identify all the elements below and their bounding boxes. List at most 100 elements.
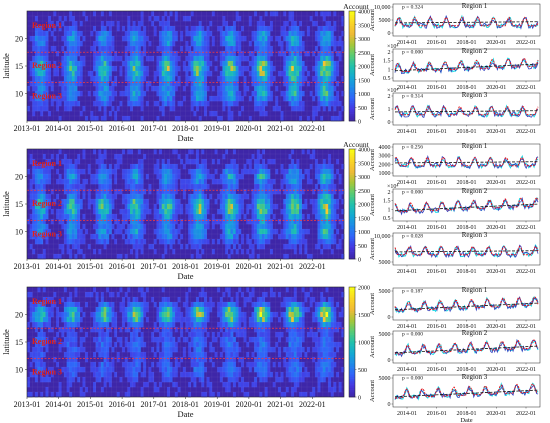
- heatmap-cell: [188, 342, 192, 348]
- heatmap-cell: [338, 179, 342, 185]
- heatmap-cell: [288, 164, 292, 170]
- heatmap-cell: [288, 214, 292, 220]
- heatmap-cell: [322, 194, 326, 200]
- heatmap-cell: [167, 86, 170, 92]
- heatmap-cell: [219, 41, 223, 47]
- heatmap-cell: [98, 312, 102, 318]
- heatmap-cell: [299, 332, 302, 338]
- colorbar-swatch: [349, 215, 355, 218]
- heatmap-cell: [230, 66, 234, 72]
- heatmap-cell: [106, 41, 110, 47]
- heatmap-cell: [114, 214, 118, 220]
- heatmap-cell: [61, 332, 65, 338]
- heatmap-cell: [206, 377, 210, 383]
- heatmap-cell: [196, 71, 199, 77]
- heatmap-cell: [34, 41, 38, 47]
- heatmap-cell: [71, 66, 75, 72]
- heatmap-cell: [325, 31, 329, 37]
- heatmap-cell: [188, 372, 192, 378]
- heatmap-cell: [69, 372, 73, 378]
- heatmap-cell: [299, 21, 302, 27]
- heatmap-cell: [135, 36, 139, 42]
- heatmap-cell: [169, 377, 173, 383]
- heatmap-cell: [209, 347, 213, 353]
- heatmap-cell: [291, 174, 295, 180]
- heatmap-cell: [66, 387, 70, 393]
- heatmap-cell: [341, 367, 345, 373]
- heatmap-cell: [180, 204, 184, 210]
- heatmap-cell: [330, 36, 334, 42]
- heatmap-cell: [161, 332, 165, 338]
- heatmap-cell: [217, 96, 221, 102]
- heatmap-cell: [127, 116, 131, 122]
- heatmap-cell: [201, 249, 205, 255]
- heatmap-cell: [307, 149, 310, 155]
- heatmap-cell: [34, 66, 38, 72]
- heatmap-cell: [270, 194, 273, 200]
- heatmap-cell: [203, 56, 207, 62]
- heatmap-cell: [34, 56, 38, 62]
- heatmap-cell: [296, 312, 300, 318]
- heatmap-cell: [336, 327, 339, 333]
- heatmap-cell: [103, 382, 107, 388]
- heatmap-cell: [291, 229, 295, 235]
- heatmap-cell: [132, 322, 136, 328]
- heatmap-cell: [42, 154, 46, 160]
- heatmap-cell: [190, 219, 194, 225]
- heatmap-cell: [262, 342, 265, 348]
- heatmap-cell: [93, 327, 96, 333]
- heatmap-cell: [135, 199, 139, 205]
- heatmap-cell: [153, 164, 157, 170]
- heatmap-cell: [307, 292, 310, 298]
- heatmap-cell: [37, 204, 41, 210]
- heatmap-cell: [32, 71, 36, 77]
- heatmap-cell: [293, 249, 297, 255]
- heatmap-cell: [188, 179, 192, 185]
- heatmap-cell: [169, 66, 173, 72]
- heatmap-cell: [37, 169, 41, 175]
- heatmap-cell: [32, 56, 36, 62]
- heatmap-cell: [156, 169, 160, 175]
- heatmap-cell: [338, 101, 342, 107]
- heatmap-cell: [106, 214, 110, 220]
- heatmap-cell: [320, 91, 324, 97]
- heatmap-cell: [140, 322, 144, 328]
- heatmap-cell: [222, 81, 226, 87]
- heatmap-cell: [283, 169, 287, 175]
- heatmap-cell: [333, 312, 337, 318]
- y-tick-label: 20: [15, 35, 23, 44]
- heatmap-cell: [106, 91, 110, 97]
- heatmap-cell: [190, 194, 194, 200]
- heatmap-cell: [291, 61, 295, 67]
- heatmap-cell: [272, 292, 276, 298]
- heatmap-cell: [267, 36, 271, 42]
- heatmap-cell: [124, 312, 128, 318]
- heatmap-cell: [82, 337, 86, 343]
- colorbar-swatch: [349, 204, 355, 207]
- x-tick-label: 2018-01: [172, 400, 199, 409]
- heatmap-cell: [317, 86, 321, 92]
- heatmap-cell: [267, 31, 271, 37]
- heatmap-cell: [217, 159, 221, 165]
- heatmap-cell: [259, 372, 263, 378]
- heatmap-cell: [135, 214, 139, 220]
- heatmap-cell: [145, 66, 149, 72]
- heatmap-cell: [61, 219, 65, 225]
- heatmap-cell: [40, 31, 44, 37]
- heatmap-cell: [201, 347, 205, 353]
- heatmap-cell: [196, 224, 199, 230]
- heatmap-cell: [203, 307, 207, 313]
- colorbar-swatch: [349, 240, 355, 243]
- heatmap-cell: [227, 302, 231, 308]
- heatmap-cell: [71, 194, 75, 200]
- heatmap-cell: [185, 184, 189, 190]
- heatmap-cell: [203, 214, 207, 220]
- heatmap-cell: [272, 66, 276, 72]
- heatmap-cell: [328, 357, 332, 363]
- heatmap-cell: [58, 174, 62, 180]
- heatmap-cell: [317, 342, 321, 348]
- heatmap-cell: [193, 377, 197, 383]
- heatmap-cell: [285, 337, 289, 343]
- heatmap-cell: [137, 337, 141, 343]
- heatmap-cell: [174, 81, 178, 87]
